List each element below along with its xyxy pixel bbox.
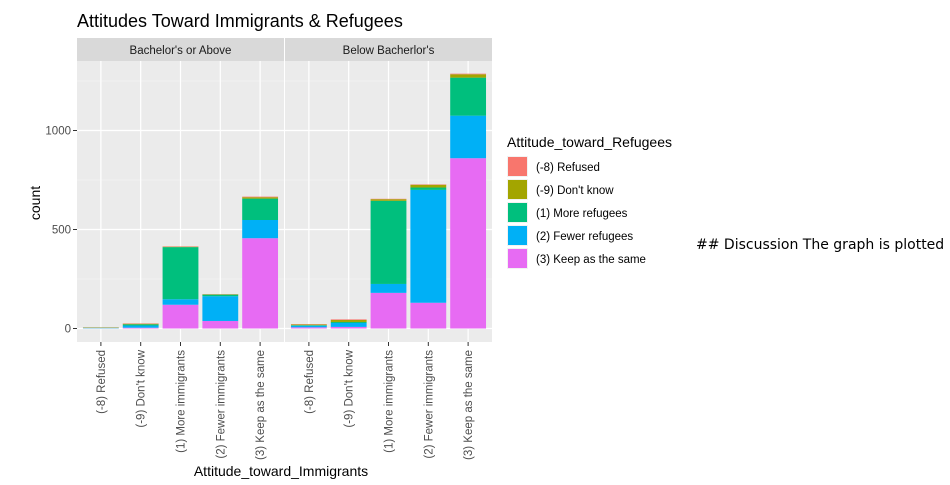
- legend-swatch: [508, 226, 527, 245]
- facet-panel: Below Bacherlor's (-8) Refused (-9) Don't …: [285, 38, 492, 460]
- facet-panel: Bachelor's or Above (-8) Refused (-9) Don'…: [77, 38, 284, 460]
- bar-segment: [410, 188, 446, 190]
- x-tick-label: (-8) Refused: [304, 350, 316, 414]
- x-tick-label: (2) Fewer immigrants: [423, 350, 435, 459]
- bar-segment: [291, 325, 327, 326]
- legend-label: (3) Keep as the same: [536, 254, 646, 266]
- bar-segment: [331, 323, 367, 327]
- x-tick-label: (-9) Don't know: [136, 349, 148, 427]
- legend-swatch: [508, 157, 527, 176]
- bar-segment: [450, 116, 486, 159]
- legend-swatch: [508, 203, 527, 222]
- facet-panels: Bachelor's or Above (-8) Refused (-9) Don'…: [77, 38, 492, 460]
- bar-segment: [123, 324, 159, 325]
- bar-segment: [410, 185, 446, 188]
- bar-segment: [242, 197, 278, 198]
- bar-segment: [123, 328, 159, 329]
- discussion-note: ## Discussion The graph is plotted: [696, 237, 944, 253]
- bar-segment: [410, 303, 446, 329]
- bar-segment: [163, 247, 199, 299]
- legend-swatch: [508, 180, 527, 199]
- y-tick-label: 1000: [45, 126, 71, 138]
- bar-segment: [163, 305, 199, 329]
- x-axis-label: Attitude_toward_Immigrants: [194, 463, 368, 479]
- bar-segment: [242, 199, 278, 220]
- bar-segment: [242, 220, 278, 238]
- x-tick-label: (1) More immigrants: [384, 350, 396, 453]
- bar-segment: [202, 295, 238, 297]
- bar-segment: [331, 322, 367, 323]
- bar-segment: [450, 74, 486, 75]
- bar-segment: [371, 284, 407, 293]
- bar-segment: [163, 299, 199, 305]
- legend-title: Attitude_toward_Refugees: [507, 134, 672, 150]
- legend-label: (-8) Refused: [536, 162, 600, 174]
- y-tick-label: 500: [52, 225, 71, 237]
- bar-segment: [291, 325, 327, 326]
- bar-segment: [202, 296, 238, 321]
- legend-label: (2) Fewer refugees: [536, 231, 633, 243]
- bar-segment: [331, 319, 367, 320]
- x-tick-label: (3) Keep as the same: [463, 350, 475, 460]
- legend-label: (-9) Don't know: [536, 185, 614, 197]
- bar-segment: [371, 201, 407, 284]
- x-tick-label: (2) Fewer immigrants: [215, 350, 227, 459]
- bar-segment: [450, 74, 486, 77]
- x-tick-label: (1) More immigrants: [176, 350, 188, 453]
- bar-segment: [371, 199, 407, 201]
- bar-segment: [450, 158, 486, 328]
- y-tick-label: 0: [65, 324, 71, 336]
- x-tick-label: (-8) Refused: [96, 350, 108, 414]
- facet-strip-label: Below Bacherlor's: [343, 45, 435, 57]
- bar-segment: [123, 326, 159, 328]
- bar-segment: [291, 327, 327, 328]
- chart-title: Attitudes Toward Immigrants & Refugees: [77, 11, 403, 31]
- legend-items: (-8) Refused (-9) Don't know (1) More refu…: [507, 156, 646, 269]
- legend-label: (1) More refugees: [536, 208, 628, 220]
- bar-segment: [242, 197, 278, 198]
- x-tick-label: (-9) Don't know: [344, 349, 356, 427]
- bar-segment: [331, 320, 367, 322]
- y-axis-label: count: [27, 186, 43, 220]
- facet-strip-label: Bachelor's or Above: [130, 45, 232, 57]
- bar-segment: [410, 190, 446, 303]
- bar-segment: [123, 324, 159, 325]
- legend-swatch: [508, 249, 527, 268]
- y-axis: 0 500 1000: [45, 126, 77, 336]
- bar-segment: [450, 78, 486, 116]
- x-tick-label: (3) Keep as the same: [255, 350, 267, 460]
- bar-segment: [202, 321, 238, 329]
- bar-segment: [371, 293, 407, 329]
- legend: Attitude_toward_Refugees (-8) Refused (-9…: [507, 134, 672, 269]
- bar-segment: [291, 326, 327, 328]
- bar-segment: [331, 327, 367, 329]
- bar-segment: [242, 238, 278, 328]
